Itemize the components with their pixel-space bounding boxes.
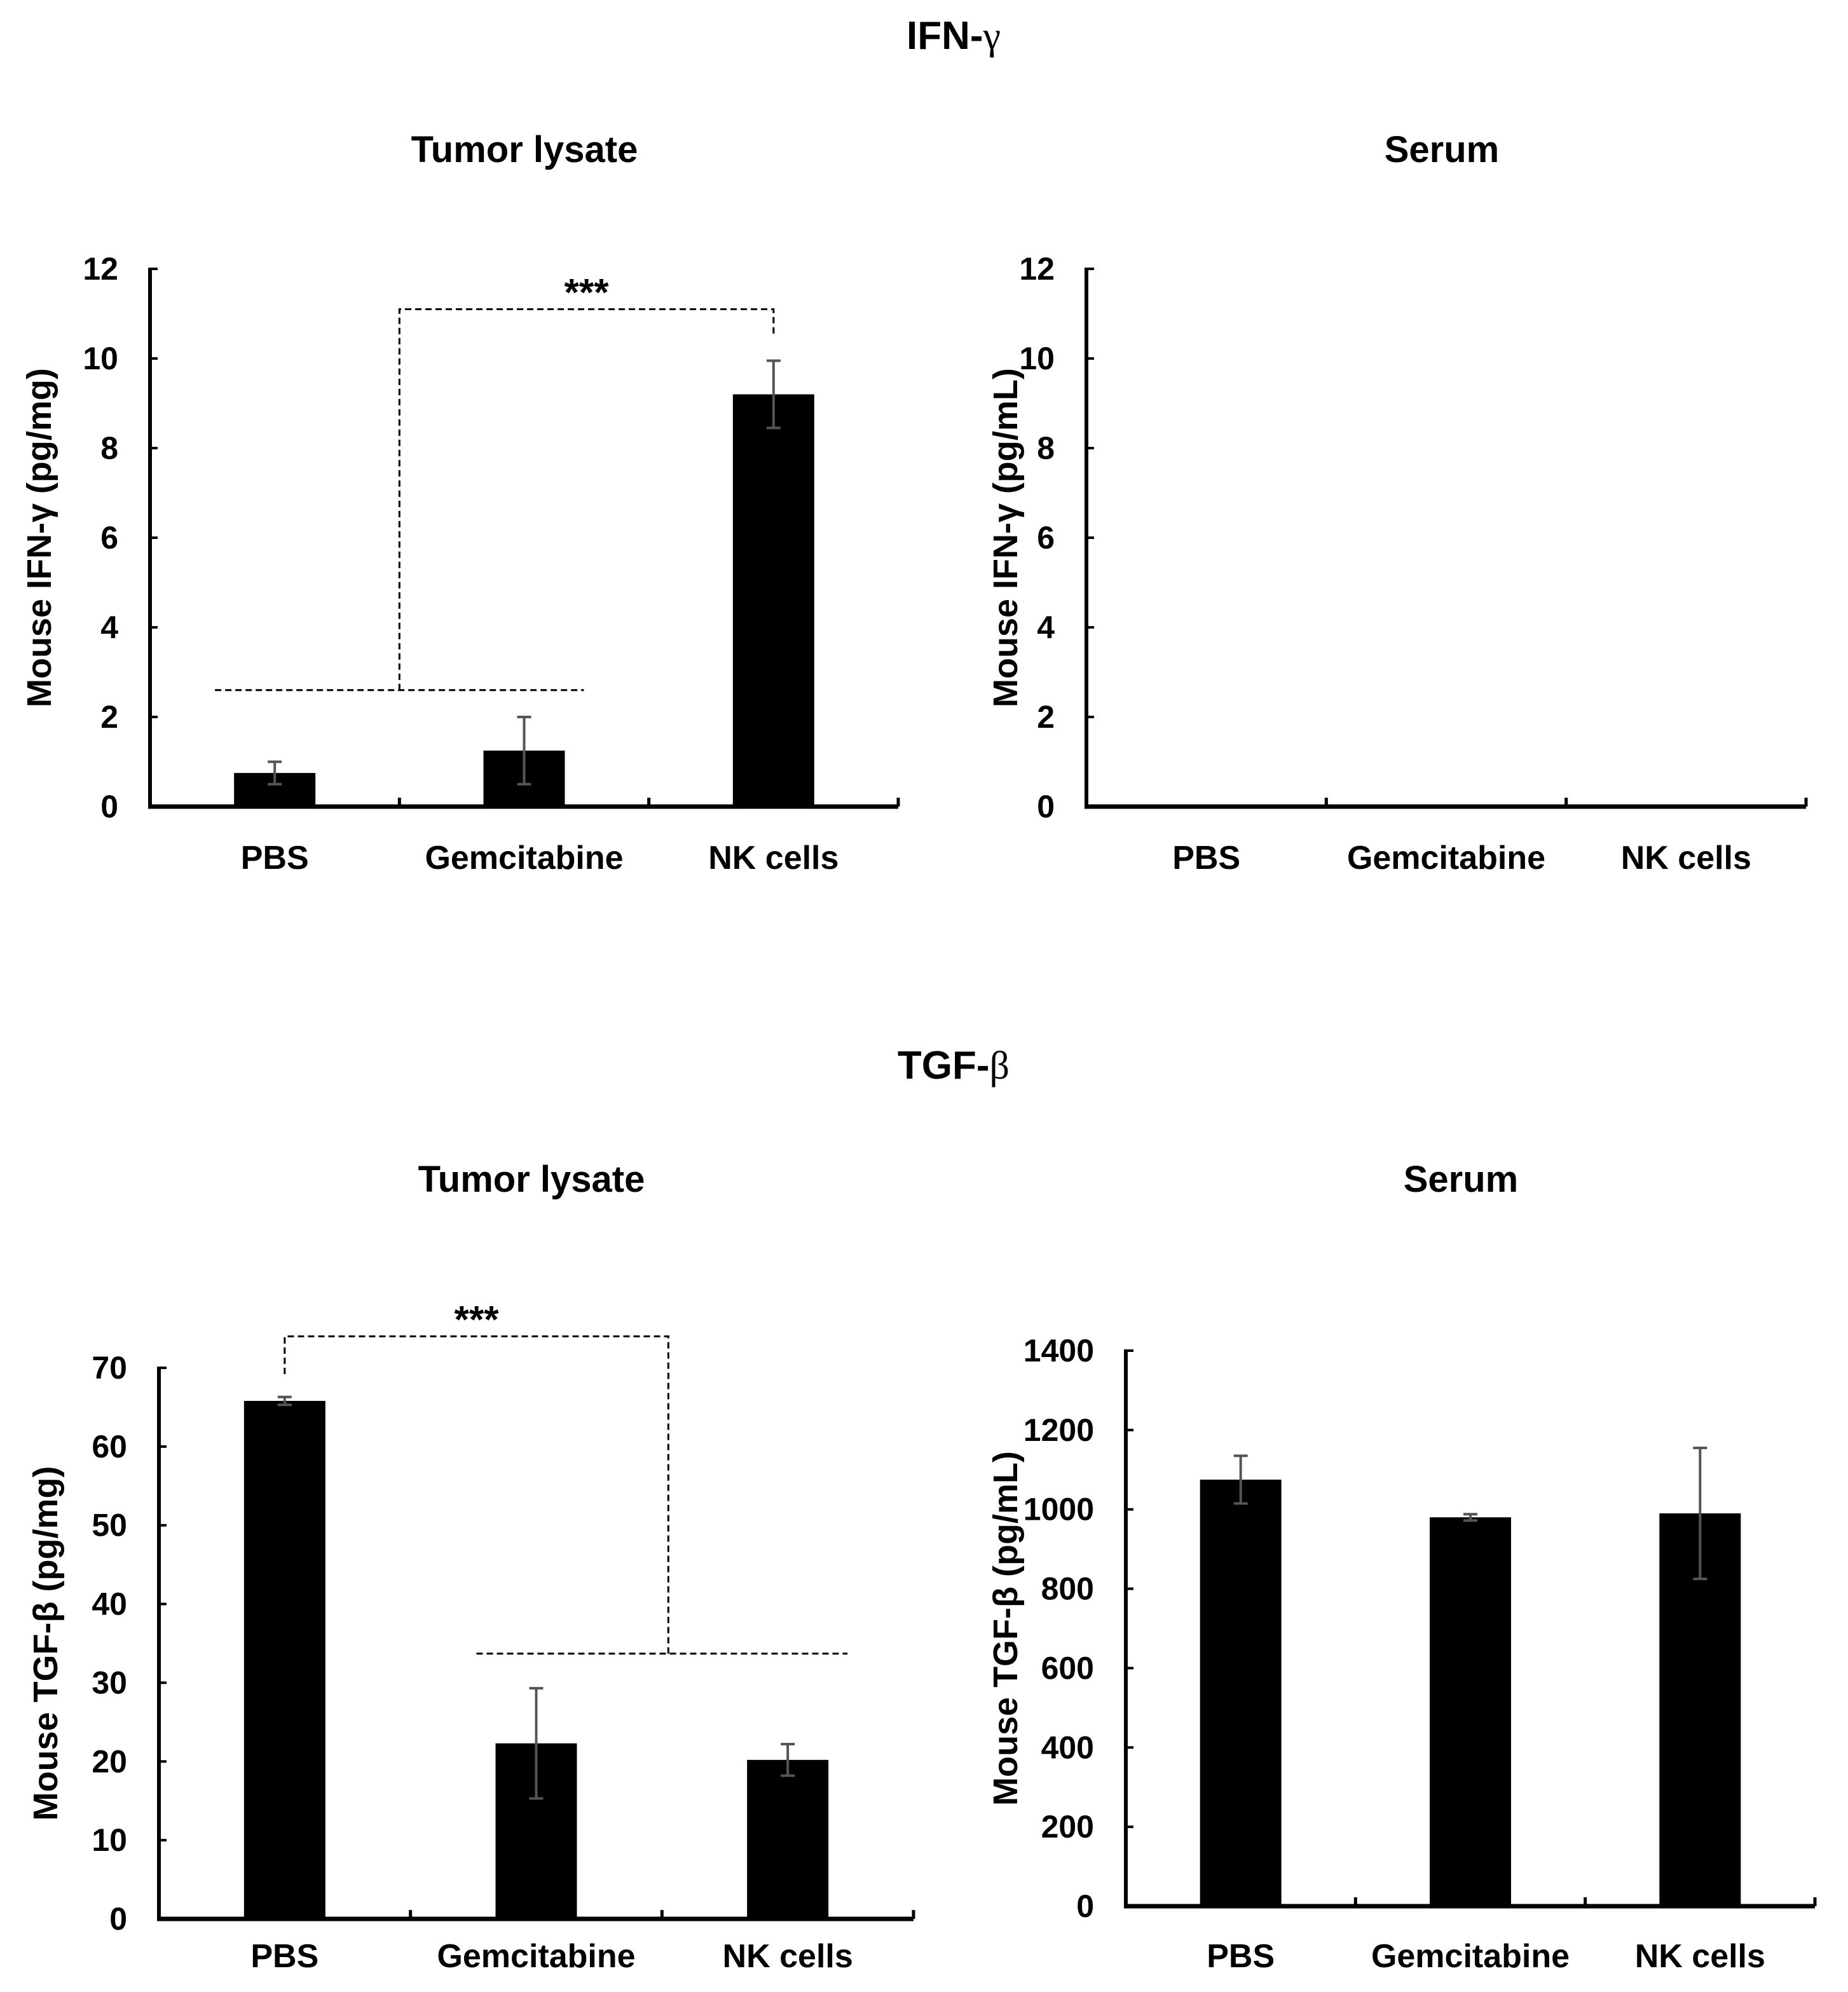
chart-panels: Tumor lysate Mouse IFN-γ (pg/mg) 0 2 4 6 8 10 12… [20,129,1817,1975]
y-axis-label: Mouse TGF-β (pg/mL) [987,1451,1025,1806]
bar-nk-cells [732,394,814,807]
y-tick-label: 2 [100,699,118,735]
y-tick-label: 12 [1019,251,1055,287]
x-category-label: PBS [250,1938,318,1975]
y-tick-label: 60 [92,1429,127,1464]
panel-title: Tumor lysate [418,1159,645,1200]
y-tick-label: 0 [100,789,118,824]
x-category-label: NK cells [1635,1938,1765,1975]
bar-gemcitabine [1430,1517,1511,1906]
y-axis-label: Mouse TGF-β (pg/mg) [27,1466,65,1821]
y-tick-label: 200 [1041,1809,1094,1845]
chart-panel-1: Serum Mouse IFN-γ (pg/mL) 0 2 4 6 8 10 12 PBS Gemc… [987,129,1808,877]
panel-title: Serum [1404,1159,1519,1200]
bar-pbs [1200,1479,1282,1906]
y-tick-label: 4 [1037,610,1055,645]
x-category-label: Gemcitabine [425,840,623,877]
y-tick-label: 600 [1041,1650,1094,1686]
y-tick-label: 30 [92,1665,127,1700]
y-tick-label: 6 [1037,520,1055,556]
y-tick-label: 1200 [1023,1412,1094,1448]
x-category-label: NK cells [723,1938,853,1975]
chart-panel-2: Tumor lysate Mouse TGF-β (pg/mg) 0 10 20 30 40… [27,1159,915,1975]
y-tick-label: 8 [100,430,118,466]
y-tick-label: 70 [92,1350,127,1386]
x-category-label: Gemcitabine [1347,840,1545,877]
y-tick-label: 400 [1041,1729,1094,1765]
y-tick-label: 2 [1037,699,1055,735]
y-tick-label: 1000 [1023,1492,1094,1527]
x-category-label: NK cells [708,840,838,877]
chart-panel-3: Serum Mouse TGF-β (pg/mL) 0 200 400 600 800 100… [987,1159,1817,1975]
bar-nk-cells [747,1759,829,1919]
y-tick-label: 0 [1037,789,1055,824]
y-tick-label: 50 [92,1508,127,1543]
x-category-label: NK cells [1621,840,1751,877]
y-tick-label: 10 [92,1822,127,1858]
x-category-label: PBS [1207,1938,1275,1975]
significance-label: *** [565,271,610,313]
y-tick-label: 8 [1037,430,1055,466]
significance-label: *** [455,1298,500,1341]
y-tick-label: 0 [109,1901,127,1937]
x-category-label: PBS [241,840,309,877]
y-tick-label: 800 [1041,1571,1094,1607]
x-category-label: Gemcitabine [1371,1938,1570,1975]
chart-panel-0: Tumor lysate Mouse IFN-γ (pg/mg) 0 2 4 6 8 10 12… [20,129,900,877]
y-axis-label: Mouse IFN-γ (pg/mL) [987,368,1025,707]
y-tick-label: 10 [83,341,118,376]
significance-bracket [398,308,775,690]
y-tick-label: 10 [1019,341,1055,376]
y-tick-label: 4 [100,610,118,645]
panel-title: Tumor lysate [411,129,638,170]
x-category-label: PBS [1172,840,1240,877]
y-tick-label: 6 [100,520,118,556]
bar-pbs [243,1401,325,1919]
x-category-label: Gemcitabine [437,1938,635,1975]
y-tick-label: 40 [92,1586,127,1622]
y-tick-label: 12 [83,251,118,287]
y-tick-label: 0 [1076,1888,1094,1924]
section-title-ifn: IFN-γ [907,14,1001,58]
section-title-tgf: TGF-β [898,1044,1010,1088]
y-tick-label: 20 [92,1743,127,1779]
significance-bracket [284,1335,669,1654]
panel-title: Serum [1385,129,1500,170]
y-axis-label: Mouse IFN-γ (pg/mg) [20,368,58,707]
y-tick-label: 1400 [1023,1333,1094,1368]
